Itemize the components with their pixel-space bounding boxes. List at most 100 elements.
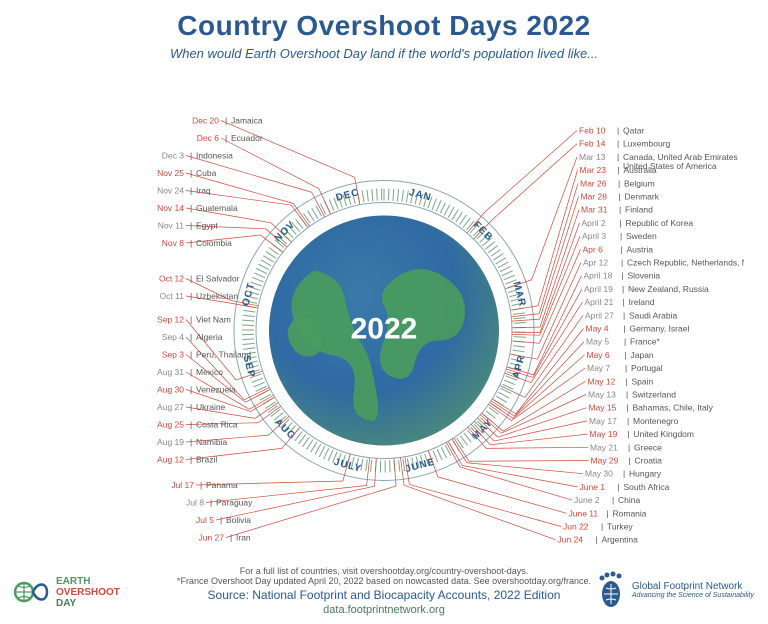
svg-text:April 18: April 18 <box>584 271 613 281</box>
svg-text:Cuba: Cuba <box>196 168 217 178</box>
svg-text:|: | <box>627 416 629 426</box>
svg-text:Aug 12: Aug 12 <box>157 455 184 465</box>
svg-text:Namibia: Namibia <box>196 437 227 447</box>
svg-text:|: | <box>200 480 202 490</box>
svg-text:Guatemala: Guatemala <box>196 203 238 213</box>
svg-text:|: | <box>190 455 192 465</box>
svg-text:|: | <box>620 231 622 241</box>
svg-text:|: | <box>624 337 626 347</box>
svg-text:South Africa: South Africa <box>624 482 670 492</box>
svg-text:China: China <box>618 495 640 505</box>
svg-text:|: | <box>617 139 619 149</box>
svg-text:Nov 25: Nov 25 <box>157 168 184 178</box>
svg-text:Jun 27: Jun 27 <box>198 533 224 543</box>
svg-text:May 12: May 12 <box>588 376 616 386</box>
svg-text:|: | <box>629 456 631 466</box>
svg-text:|: | <box>190 420 192 430</box>
svg-text:May 21: May 21 <box>590 442 618 452</box>
svg-text:Japan: Japan <box>631 350 654 360</box>
svg-text:|: | <box>625 363 627 373</box>
svg-text:Turkey: Turkey <box>607 522 633 532</box>
svg-text:Iran: Iran <box>236 533 251 543</box>
svg-text:Ireland: Ireland <box>629 297 655 307</box>
svg-text:|: | <box>619 192 621 202</box>
svg-text:|: | <box>190 274 192 284</box>
svg-text:|: | <box>190 291 192 301</box>
svg-text:New Zealand, Russia: New Zealand, Russia <box>628 284 709 294</box>
svg-text:|: | <box>620 218 622 228</box>
svg-text:|: | <box>628 442 630 452</box>
svg-text:Nov 24: Nov 24 <box>157 186 184 196</box>
svg-text:Oct 12: Oct 12 <box>159 274 184 284</box>
svg-text:May 30: May 30 <box>585 469 613 479</box>
svg-text:Greece: Greece <box>634 442 662 452</box>
svg-text:June 2: June 2 <box>574 495 600 505</box>
svg-text:Portugal: Portugal <box>631 363 663 373</box>
svg-text:Jamaica: Jamaica <box>231 116 263 126</box>
svg-text:Croatia: Croatia <box>635 456 663 466</box>
svg-text:|: | <box>190 168 192 178</box>
global-footprint-logo: Global Footprint Network Advancing the S… <box>596 570 754 610</box>
svg-text:|: | <box>612 495 614 505</box>
svg-text:Ecuador: Ecuador <box>231 133 263 143</box>
svg-text:Mar 31: Mar 31 <box>581 205 608 215</box>
svg-text:Bahamas, Chile, Italy: Bahamas, Chile, Italy <box>633 403 714 413</box>
svg-text:Aug 30: Aug 30 <box>157 385 184 395</box>
svg-text:Romania: Romania <box>613 508 647 518</box>
svg-text:Hungary: Hungary <box>629 469 662 479</box>
svg-text:|: | <box>622 271 624 281</box>
svg-text:|: | <box>190 437 192 447</box>
svg-text:Apr 6: Apr 6 <box>583 244 604 254</box>
svg-text:Mar 13: Mar 13 <box>579 152 606 162</box>
svg-text:Oct 11: Oct 11 <box>160 291 185 301</box>
svg-text:|: | <box>190 402 192 412</box>
svg-text:Nov 8: Nov 8 <box>162 238 184 248</box>
svg-text:|: | <box>230 533 232 543</box>
svg-text:Saudi Arabia: Saudi Arabia <box>629 310 677 320</box>
logo-text-2: OVERSHOOT <box>56 587 120 598</box>
svg-text:Mar 26: Mar 26 <box>580 178 607 188</box>
logo-right-tag: Advancing the Science of Sustainability <box>632 592 754 600</box>
svg-text:Nov 11: Nov 11 <box>158 221 185 231</box>
svg-text:|: | <box>220 515 222 525</box>
svg-text:|: | <box>225 116 227 126</box>
svg-text:|: | <box>619 205 621 215</box>
svg-text:May 13: May 13 <box>588 390 616 400</box>
svg-text:|: | <box>626 390 628 400</box>
svg-text:|: | <box>190 203 192 213</box>
svg-text:Aug 27: Aug 27 <box>157 402 184 412</box>
svg-text:2022: 2022 <box>351 313 418 346</box>
svg-text:Switzerland: Switzerland <box>632 390 676 400</box>
svg-text:June 1: June 1 <box>580 482 606 492</box>
svg-text:April 3: April 3 <box>582 231 606 241</box>
svg-text:|: | <box>225 133 227 143</box>
svg-text:Feb 10: Feb 10 <box>579 126 606 136</box>
svg-text:|: | <box>623 469 625 479</box>
svg-text:|: | <box>190 238 192 248</box>
svg-text:El Salvador: El Salvador <box>196 274 240 284</box>
earth-overshoot-logo: EARTH OVERSHOOT DAY <box>14 574 120 610</box>
svg-text:|: | <box>625 350 627 360</box>
svg-text:Republic of Korea: Republic of Korea <box>626 218 694 228</box>
svg-text:Finland: Finland <box>625 205 653 215</box>
logo-text-3: DAY <box>56 598 120 609</box>
svg-text:April 19: April 19 <box>584 284 613 294</box>
svg-text:Dec 6: Dec 6 <box>197 133 219 143</box>
svg-text:Aug 25: Aug 25 <box>157 420 184 430</box>
svg-text:|: | <box>190 315 192 325</box>
page-subtitle: When would Earth Overshoot Day land if t… <box>0 46 768 61</box>
svg-text:April 2: April 2 <box>582 218 606 228</box>
svg-text:|: | <box>190 186 192 196</box>
svg-text:Germany, Israel: Germany, Israel <box>630 324 690 334</box>
svg-text:May 6: May 6 <box>587 350 610 360</box>
svg-text:May 7: May 7 <box>587 363 610 373</box>
svg-text:Indonesia: Indonesia <box>196 151 233 161</box>
svg-text:|: | <box>596 535 598 545</box>
svg-text:June 11: June 11 <box>569 508 599 518</box>
svg-text:May 15: May 15 <box>589 403 617 413</box>
footprint-icon <box>596 570 626 610</box>
svg-text:|: | <box>621 244 623 254</box>
svg-text:Venezuela: Venezuela <box>196 385 236 395</box>
svg-text:Spain: Spain <box>632 376 654 386</box>
svg-text:Bolivia: Bolivia <box>226 515 251 525</box>
